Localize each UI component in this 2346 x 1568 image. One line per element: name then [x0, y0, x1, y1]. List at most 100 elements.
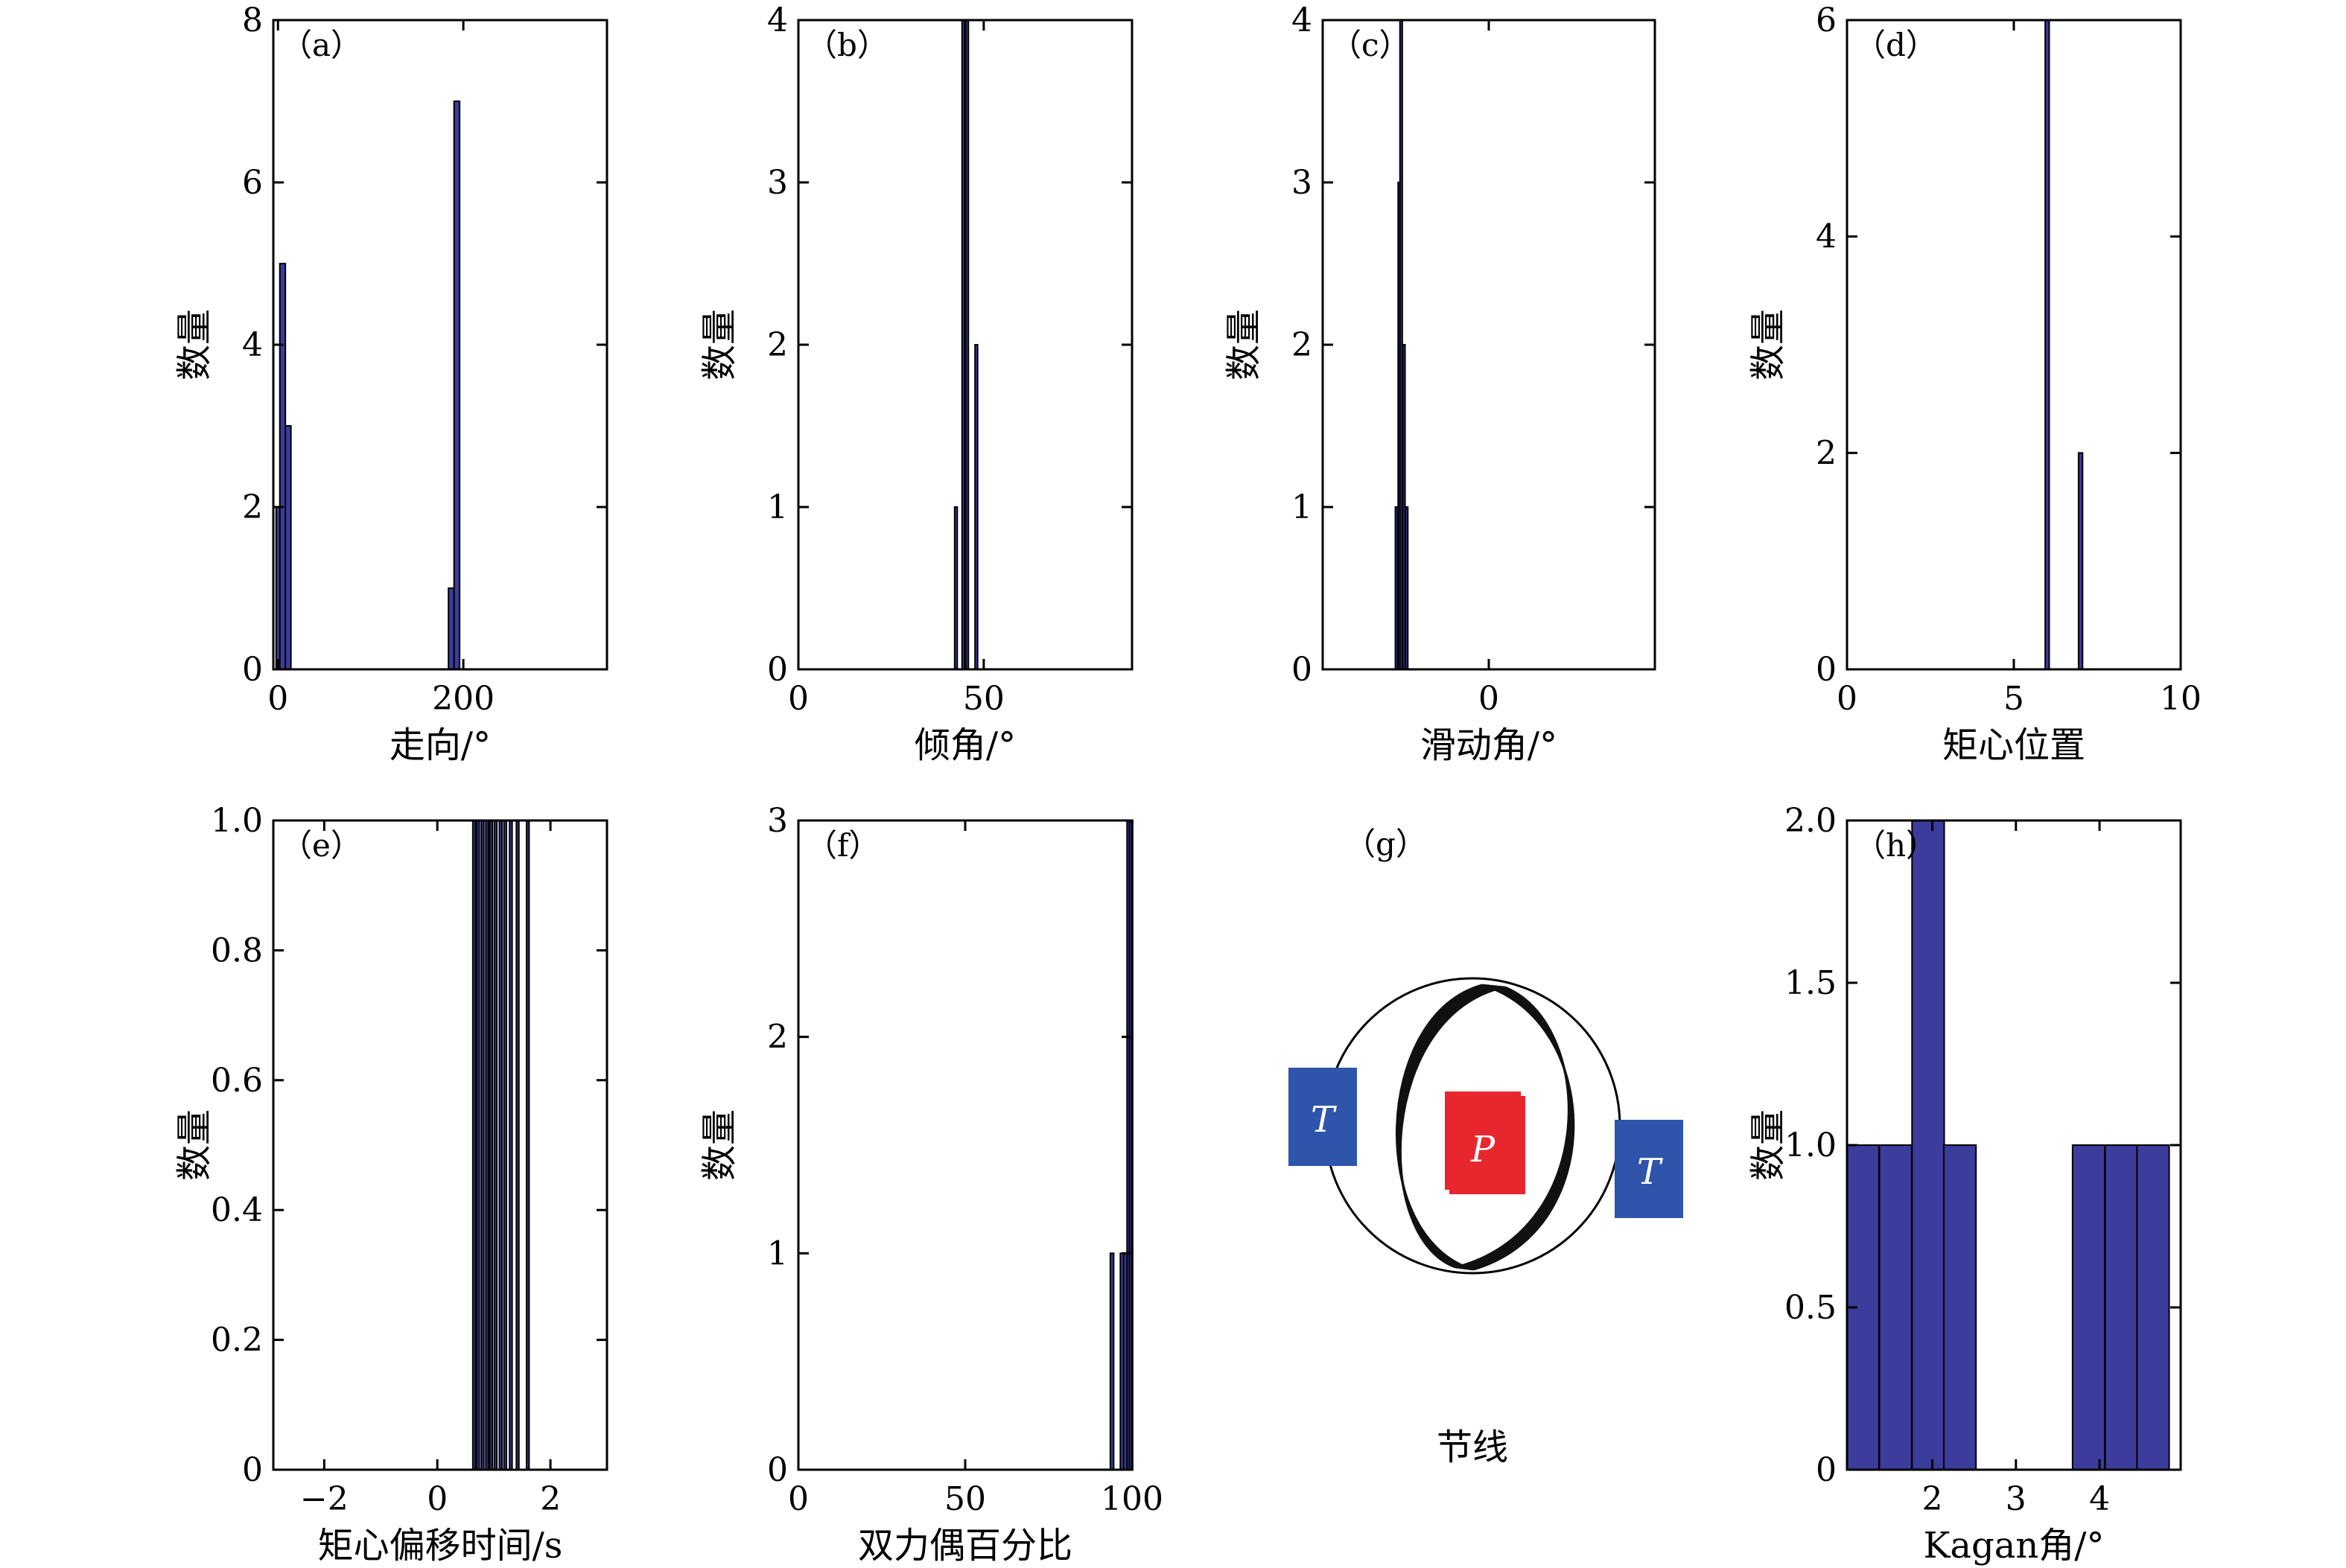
beachball-caption: 节线: [1437, 1427, 1508, 1468]
xtick-label-a-0: 0: [267, 680, 288, 718]
xtick-label-h-2: 4: [2089, 1480, 2110, 1518]
panel-label-c: （c）: [1330, 27, 1411, 63]
ytick-label-c-1: 1: [1291, 488, 1312, 526]
bar-e-0: [471, 820, 477, 1470]
xlabel-a: 走向/°: [390, 724, 491, 766]
bar-a-2: [284, 425, 292, 670]
bar-h-1: [1878, 1144, 1913, 1470]
panel-label-f: （f）: [806, 827, 880, 864]
ytick-label-c-0: 0: [1291, 651, 1312, 689]
ytick-label-c-3: 3: [1291, 164, 1312, 202]
bar-h-3: [1942, 1144, 1977, 1470]
panel-e: −2 0 2 0 0.2 0.4 0.6 0.8 1.0 （e） 矩心偏移时间/s 数量: [174, 802, 608, 1567]
panel-b: 0 50 0 1 2 3 4 （b） 倾角/° 数量: [699, 1, 1134, 766]
ytick-label-e-5: 1.0: [211, 802, 263, 840]
bar-c-4: [1405, 506, 1409, 670]
ytick-label-c-2: 2: [1291, 326, 1312, 364]
panel-d: 0 5 10 0 2 4 6 （d） 矩心位置 数量: [1747, 1, 2202, 766]
t-quadrant-square-right: [1615, 1120, 1683, 1218]
bar-h-2: [1911, 820, 1945, 1470]
ytick-label-e-3: 0.6: [211, 1062, 263, 1100]
bar-e-8: [509, 820, 513, 1470]
ylabel-e: 数量: [174, 1109, 215, 1181]
ylabel-d: 数量: [1747, 309, 1789, 380]
ytick-label-b-3: 3: [767, 164, 788, 202]
axes-frame-e: [272, 819, 608, 1471]
axes-frame-a: [272, 19, 608, 671]
xtick-label-e-0: −2: [300, 1480, 349, 1518]
axes-frame-d: [1846, 19, 2182, 671]
bar-e-9: [515, 820, 520, 1470]
xtick-label-a-1: 200: [432, 680, 495, 718]
panel-label-d: （d）: [1854, 27, 1937, 63]
xtick-label-d-2: 10: [2160, 680, 2202, 718]
ytick-label-f-3: 3: [767, 802, 788, 840]
p-axis-label: P: [1470, 1129, 1495, 1170]
xlabel-f: 双力偶百分比: [858, 1525, 1072, 1567]
ytick-label-a-0: 0: [242, 651, 263, 689]
bar-e-6: [498, 820, 503, 1470]
xtick-label-f-0: 0: [788, 1480, 809, 1518]
t-axis-marker-right: T: [1615, 1120, 1683, 1218]
ylabel-a: 数量: [174, 309, 215, 380]
ylabel-f: 数量: [699, 1109, 740, 1181]
ytick-label-a-4: 8: [242, 1, 263, 39]
ytick-label-f-1: 1: [767, 1234, 788, 1272]
ylabel-b: 数量: [699, 309, 740, 380]
ytick-label-b-0: 0: [767, 651, 788, 689]
bar-e-7: [503, 820, 508, 1470]
xtick-label-h-0: 2: [1922, 1480, 1943, 1518]
t-axis-label-right: T: [1637, 1151, 1663, 1193]
ytick-label-e-1: 0.2: [211, 1322, 263, 1360]
bar-h-9: [2136, 1144, 2170, 1470]
panel-h: 2 3 4 0 0.5 1.0 1.5 2.0 （h） Kagan角/° 数量: [1747, 802, 2182, 1567]
p-axis-marker: P: [1445, 1091, 1525, 1194]
xtick-label-b-1: 50: [963, 680, 1005, 718]
xtick-label-d-1: 5: [2003, 680, 2024, 718]
ytick-label-b-2: 2: [767, 326, 788, 364]
bar-h-7: [2071, 1144, 2106, 1470]
bar-e-5: [493, 820, 498, 1470]
xlabel-c: 滑动角/°: [1420, 724, 1557, 766]
panel-label-e: （e）: [281, 827, 362, 864]
ytick-label-a-1: 2: [242, 488, 263, 526]
bar-c-3: [1402, 344, 1406, 670]
xtick-label-h-1: 3: [2006, 1480, 2026, 1518]
ytick-label-h-0: 0: [1816, 1451, 1837, 1489]
panel-a: 0 200 0 2 4 6 8 （a） 走向/° 数量: [174, 1, 608, 766]
p-quadrant-square: [1445, 1091, 1521, 1190]
ytick-label-c-4: 4: [1291, 1, 1312, 39]
panel-g-beachball: （g） T P T 节线: [1288, 826, 1683, 1468]
ytick-label-d-0: 0: [1816, 651, 1837, 689]
ytick-label-e-0: 0: [242, 1451, 263, 1489]
bar-f-0: [1109, 1252, 1115, 1471]
t-axis-marker-left: T: [1288, 1068, 1357, 1166]
bar-a-4: [453, 101, 461, 670]
t-axis-label-left: T: [1311, 1099, 1337, 1141]
ytick-label-d-3: 6: [1816, 1, 1837, 39]
panel-label-g: （g）: [1344, 826, 1427, 862]
xtick-label-b-0: 0: [788, 680, 809, 718]
ytick-label-d-2: 4: [1816, 218, 1837, 256]
ytick-label-h-2: 1.0: [1784, 1126, 1837, 1164]
panel-f: 0 50 100 0 1 2 3 （f） 双力偶百分比 数量: [699, 802, 1163, 1567]
bar-b-3: [974, 344, 979, 670]
bar-e-2: [480, 820, 485, 1470]
panel-c: 0 0 1 2 3 4 （c） 滑动角/° 数量: [1223, 1, 1656, 766]
xtick-label-f-1: 50: [944, 1480, 986, 1518]
bar-d-0: [2044, 19, 2050, 670]
bar-b-2: [964, 19, 970, 670]
xtick-label-e-2: 2: [540, 1480, 561, 1518]
ytick-label-a-2: 4: [242, 326, 263, 364]
bar-h-8: [2104, 1144, 2138, 1470]
bar-a-1: [279, 263, 287, 670]
nodal-lines: [1395, 984, 1575, 1271]
bar-d-1: [2077, 452, 2084, 670]
ytick-label-e-2: 0.4: [211, 1191, 263, 1229]
bar-b-0: [953, 506, 959, 670]
bar-e-3: [485, 820, 489, 1470]
ytick-label-a-3: 6: [242, 164, 263, 202]
bar-b-1: [961, 19, 966, 670]
ytick-label-b-1: 1: [767, 488, 788, 526]
